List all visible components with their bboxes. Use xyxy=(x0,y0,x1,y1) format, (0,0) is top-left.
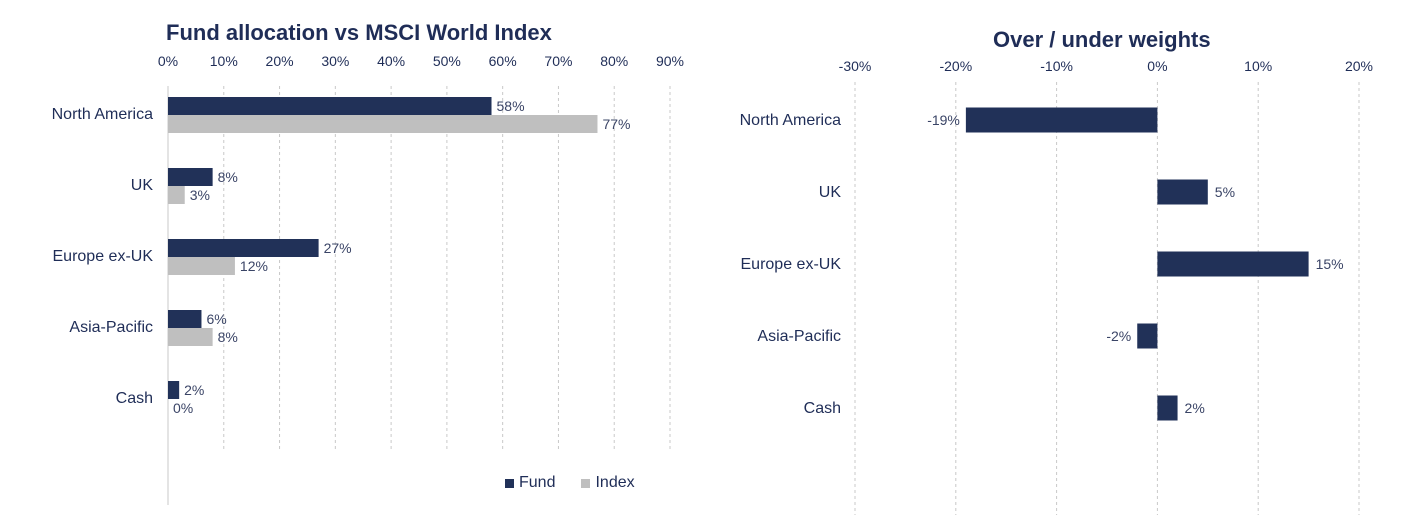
x-tick-label: 20% xyxy=(1345,58,1373,74)
data-label: 77% xyxy=(602,116,630,132)
bar-fund xyxy=(168,239,319,257)
bar-weight xyxy=(1137,323,1158,349)
data-label: 8% xyxy=(218,329,238,345)
chart-title: Over / under weights xyxy=(993,27,1211,52)
bar-fund xyxy=(168,97,492,115)
legend-swatch-fund xyxy=(505,478,514,488)
x-tick-label: 30% xyxy=(321,53,349,69)
bar-weight xyxy=(1157,395,1178,421)
data-label: 8% xyxy=(218,169,238,185)
data-label: 3% xyxy=(190,187,210,203)
weights-chart-svg: -30% -20% -10% 0% 10% 20% North America -19% UK 5… xyxy=(740,58,1373,515)
x-tick-label: 80% xyxy=(600,53,628,69)
x-tick-label: 10% xyxy=(210,53,238,69)
x-tick-label: 10% xyxy=(1244,58,1272,74)
allocation-chart-svg: 0% 10% 20% 30% 40% 50% 60% 70% 80% 90% North Ameri… xyxy=(52,53,684,505)
data-label: 12% xyxy=(240,258,268,274)
category-label: Cash xyxy=(804,400,841,417)
data-label: 0% xyxy=(173,400,193,416)
data-label: -2% xyxy=(1106,328,1131,344)
bar-fund xyxy=(168,381,180,399)
x-tick-label: -30% xyxy=(839,58,872,74)
category-label: North America xyxy=(740,112,841,129)
category-label: UK xyxy=(131,177,154,194)
data-label: 27% xyxy=(324,240,352,256)
x-tick-label: 50% xyxy=(433,53,461,69)
x-tick-label: 20% xyxy=(266,53,294,69)
bar-weight xyxy=(965,107,1158,133)
bar-index xyxy=(168,186,185,204)
data-label: 2% xyxy=(1185,400,1205,416)
bar-index xyxy=(168,257,235,275)
legend-item-index: Index xyxy=(581,474,635,492)
bar-index xyxy=(168,328,213,346)
bar-fund xyxy=(168,310,202,328)
x-tick-label: 90% xyxy=(656,53,684,69)
bar-weight xyxy=(1157,251,1309,277)
data-label: -19% xyxy=(927,112,960,128)
data-label: 6% xyxy=(206,311,226,327)
data-label: 58% xyxy=(497,98,525,114)
legend: Fund Index xyxy=(505,474,635,492)
category-label: North America xyxy=(52,106,153,123)
bar-fund xyxy=(168,168,213,186)
category-label: Cash xyxy=(116,390,153,407)
bar-index xyxy=(168,115,598,133)
x-tick-label: -20% xyxy=(939,58,972,74)
legend-swatch-index xyxy=(581,478,591,488)
allocation-chart: Fund allocation vs MSCI World Index 0% 10… xyxy=(52,20,684,505)
x-tick-label: -10% xyxy=(1040,58,1073,74)
x-tick-label: 0% xyxy=(158,53,178,69)
x-tick-label: 40% xyxy=(377,53,405,69)
category-label: Europe ex-UK xyxy=(741,256,842,273)
x-tick-label: 60% xyxy=(489,53,517,69)
legend-label-index: Index xyxy=(595,474,635,491)
legend-label-fund: Fund xyxy=(519,474,556,491)
category-label: Asia-Pacific xyxy=(757,328,841,345)
legend-item-fund: Fund xyxy=(505,474,555,492)
data-label: 2% xyxy=(184,382,204,398)
category-label: Asia-Pacific xyxy=(69,319,153,336)
category-label: Europe ex-UK xyxy=(53,248,154,265)
weights-chart: Over / under weights -30% -20% -10% 0% 10% 20… xyxy=(700,0,1424,524)
data-label: 15% xyxy=(1316,256,1344,272)
chart-title: Fund allocation vs MSCI World Index xyxy=(166,20,552,45)
bar-weight xyxy=(1157,179,1208,205)
category-label: UK xyxy=(819,184,842,201)
x-tick-label: 70% xyxy=(544,53,572,69)
data-label: 5% xyxy=(1215,184,1235,200)
x-tick-label: 0% xyxy=(1147,58,1167,74)
